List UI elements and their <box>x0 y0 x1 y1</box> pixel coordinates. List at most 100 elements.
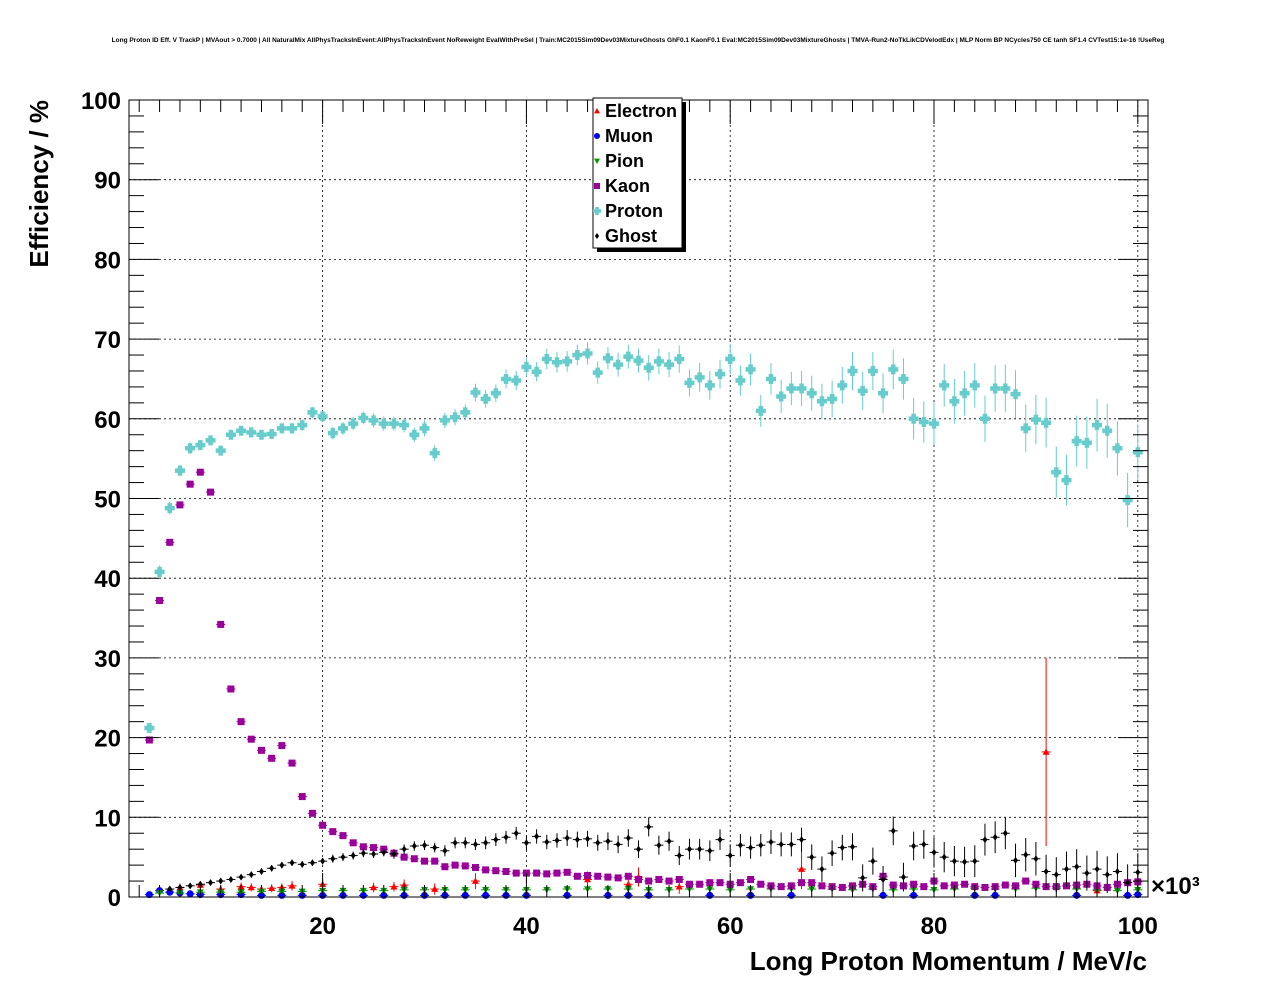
data-point <box>656 841 662 849</box>
data-point <box>309 859 315 867</box>
data-point <box>207 488 215 496</box>
data-point <box>378 418 389 429</box>
x-tick-label: 20 <box>309 913 336 940</box>
data-point <box>554 836 560 844</box>
data-point <box>299 860 305 868</box>
data-point <box>819 865 825 873</box>
data-point <box>717 836 723 844</box>
data-point <box>422 841 427 849</box>
data-point <box>1023 851 1029 859</box>
data-point <box>208 879 213 887</box>
data-point <box>900 873 906 881</box>
data-point <box>317 411 328 422</box>
data-point <box>594 872 602 880</box>
data-point <box>1032 880 1040 888</box>
data-point <box>1020 423 1031 434</box>
data-point <box>562 356 573 367</box>
data-point <box>473 840 478 848</box>
data-point <box>349 839 357 847</box>
data-point <box>1042 748 1050 755</box>
data-point <box>409 429 420 440</box>
data-point <box>685 880 693 888</box>
data-point <box>174 465 185 476</box>
data-point <box>228 875 234 883</box>
x-tick-label: 100 <box>1118 913 1158 940</box>
data-point <box>470 387 481 398</box>
data-point <box>602 353 613 364</box>
data-point <box>1041 417 1052 428</box>
data-point <box>940 882 948 890</box>
y-tick-label: 80 <box>94 247 121 274</box>
data-point <box>432 844 438 852</box>
data-point <box>176 501 184 509</box>
data-point <box>307 407 318 418</box>
x-axis-multiplier: ×10³ <box>1151 873 1200 900</box>
data-point <box>572 350 583 361</box>
data-point <box>636 845 641 853</box>
data-point <box>758 841 764 849</box>
data-point <box>276 423 287 434</box>
data-point <box>329 828 337 836</box>
data-point <box>1013 856 1018 864</box>
data-point <box>543 870 551 878</box>
data-layer <box>144 342 1143 899</box>
legend-label-pion: Pion <box>605 151 644 171</box>
data-point <box>624 872 632 880</box>
legend-label-ghost: Ghost <box>605 226 657 246</box>
data-point <box>308 809 316 817</box>
data-point <box>268 754 276 762</box>
legend-label-muon: Muon <box>605 126 653 146</box>
data-point <box>908 413 919 424</box>
data-point <box>225 429 236 440</box>
data-point <box>360 849 366 857</box>
y-axis-label: Efficiency / % <box>24 100 54 268</box>
data-point <box>776 391 787 402</box>
data-point <box>941 853 947 861</box>
data-point <box>1071 436 1082 447</box>
data-point <box>838 883 846 891</box>
data-point <box>1114 867 1120 875</box>
series-ghost <box>165 816 1143 897</box>
data-point <box>247 883 255 891</box>
data-point <box>979 413 990 424</box>
data-point <box>982 836 988 844</box>
data-point <box>431 857 439 865</box>
data-point <box>1053 871 1059 879</box>
data-point <box>1092 420 1103 431</box>
data-point <box>727 852 733 860</box>
data-point <box>399 420 410 431</box>
data-point <box>949 396 960 407</box>
data-point <box>492 867 500 875</box>
data-point <box>806 388 817 399</box>
data-point <box>187 882 193 890</box>
data-point <box>890 827 896 835</box>
data-point <box>755 405 766 416</box>
data-point <box>145 736 153 744</box>
legend-marker-ghost <box>594 233 600 239</box>
data-point <box>716 879 724 887</box>
data-point <box>411 842 417 850</box>
data-point <box>371 850 377 858</box>
data-point <box>796 383 807 394</box>
data-point <box>857 385 868 396</box>
x-tick-label: 60 <box>717 913 744 940</box>
chart-title: Long Proton ID Eff. V TrackP | MVAout > … <box>112 37 1165 44</box>
data-point <box>624 880 632 888</box>
data-point <box>256 429 267 440</box>
data-point <box>1125 879 1131 887</box>
data-point <box>493 836 499 844</box>
data-point <box>563 868 571 876</box>
series-electron <box>175 657 1102 897</box>
data-point <box>259 867 264 875</box>
data-point <box>765 373 776 384</box>
data-point <box>573 872 581 880</box>
data-point <box>646 823 652 831</box>
data-point <box>553 869 561 877</box>
y-tick-label: 30 <box>94 646 121 673</box>
data-point <box>196 468 204 476</box>
data-point <box>574 836 580 844</box>
data-point <box>370 883 378 891</box>
x-tick-label: 80 <box>921 913 948 940</box>
data-point <box>330 855 336 863</box>
data-point <box>268 884 276 892</box>
